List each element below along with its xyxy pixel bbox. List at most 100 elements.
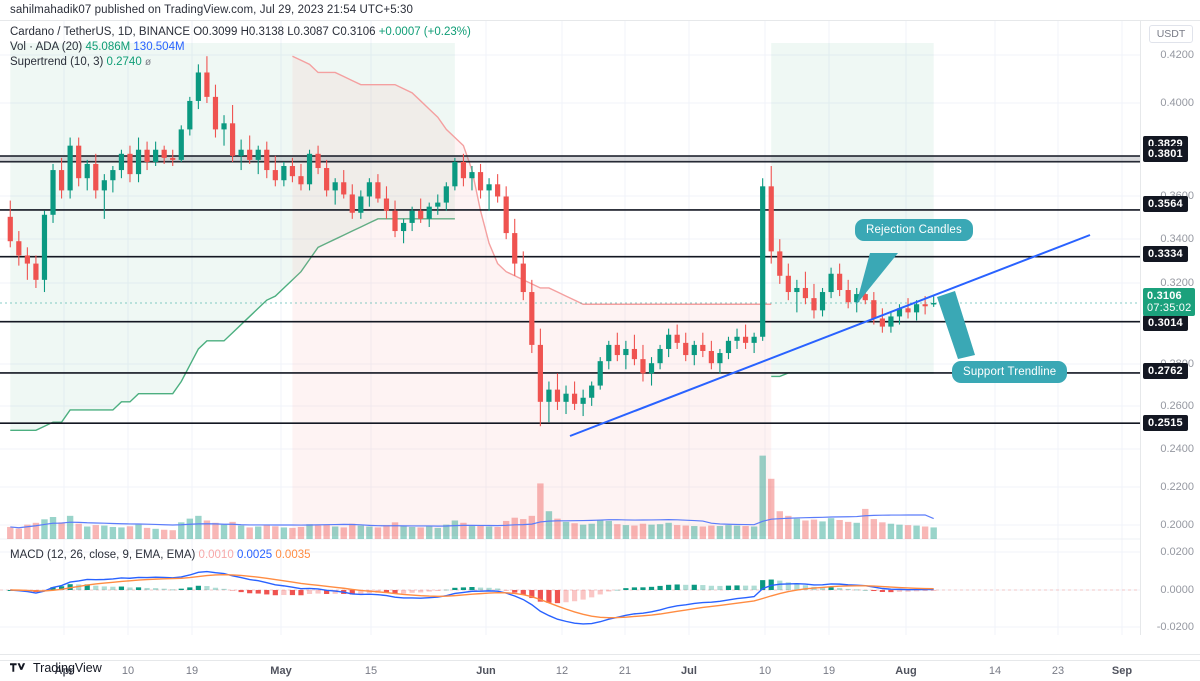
macd-histogram [7,579,937,604]
volume-bar [682,525,689,539]
price-tick: 0.0000 [1160,584,1194,596]
volume-bar [417,527,424,539]
macd-histogram-bar [306,590,313,594]
macd-histogram-bar [520,590,526,595]
candle-body [324,168,330,191]
volume-bar [588,523,595,539]
macd-signal-line [10,573,934,619]
candle-body [563,393,569,402]
volume-bar [554,518,561,539]
volume-bar [263,525,270,539]
volume-bar [537,483,544,539]
macd-histogram-bar [571,590,578,602]
annotation-rejection-candles[interactable]: Rejection Candles [855,219,973,241]
candle-body [7,216,13,242]
volume-bar [819,521,826,539]
price-level-badge[interactable]: 0.2762 [1143,363,1188,379]
macd-histogram-bar [700,585,706,590]
live-price-value: 0.3106 [1147,290,1182,302]
volume-bar [810,519,818,539]
time-tick: Aug [895,665,917,677]
macd-histogram-bar [828,587,834,590]
live-price-badge[interactable]: 0.3106 07:35:02 [1143,288,1196,316]
volume-bar [255,526,262,539]
volume-bar [725,525,732,539]
candle-body [777,251,783,276]
volume-bar [802,520,809,539]
candle-body [315,153,321,169]
volume-bar [836,520,843,539]
volume-bar [571,523,578,539]
volume-bar [708,525,715,539]
candle-body [58,170,65,191]
macd-histogram-bar [845,588,851,590]
macd-histogram-bar [460,587,467,590]
candle-body [708,350,714,364]
macd-histogram-bar [674,584,680,590]
support-callout-arrow [937,291,975,359]
plot-area[interactable] [0,21,1140,635]
candle-body [383,198,390,211]
candle-body [640,359,646,374]
price-level-badge[interactable]: 0.3801 [1143,146,1188,162]
volume-bar [639,523,647,539]
price-axis[interactable]: USDT 0.42000.40000.36000.34000.32000.280… [1140,21,1200,635]
macd-histogram-bar [657,585,663,590]
macd-histogram-bar [529,590,535,599]
volume-bar [41,519,48,539]
price-level-badge[interactable]: 0.2515 [1143,415,1188,431]
candle-body [529,292,535,345]
macd-histogram-bar [170,589,176,591]
bar-countdown: 07:35:02 [1147,302,1192,314]
volume-bar [101,525,108,539]
candle-body [580,397,586,404]
price-range-band [0,156,1140,162]
candle-body [460,161,467,179]
annotation-support-trendline[interactable]: Support Trendline [952,361,1068,383]
time-axis[interactable]: Apr 10 19 May 15 Jun 12 21 Jul 10 19 Aug 14 23 Sep [0,660,1200,681]
macd-histogram-bar [503,590,509,591]
supertrend-bull-line-2 [771,372,934,378]
volume-bar [434,527,441,539]
price-tick: 0.3200 [1160,277,1194,289]
volume-bar [169,530,176,539]
candle-body [854,294,860,303]
macd-histogram-bar [597,590,603,595]
macd-histogram-bar [725,585,732,590]
price-level-badge[interactable]: 0.3014 [1143,315,1188,331]
price-level-badge[interactable]: 0.3564 [1143,196,1188,212]
candle-body [358,196,364,213]
macd-histogram-bar [84,584,90,590]
macd-histogram-bar [409,590,415,593]
volume-bar [212,522,219,539]
volume-bar [400,525,407,539]
volume-bar [237,525,245,539]
volume-bar [605,520,612,539]
candle-body [67,145,73,191]
macd-histogram-bar [512,590,518,593]
candle-body [760,186,766,337]
macd-histogram-bar [606,590,612,592]
price-level-badge[interactable]: 0.3334 [1143,246,1188,262]
candle-body [888,316,894,327]
macd-histogram-bar [486,587,492,590]
candle-body [375,182,381,199]
volume-bar [597,520,604,539]
candle-body [922,304,928,307]
macd-histogram-bar [871,590,877,592]
macd-histogram-bar [281,590,287,596]
candle-body [674,334,680,343]
time-tick: 19 [185,665,199,677]
volume-bar [477,525,484,539]
currency-chip[interactable]: USDT [1149,25,1193,43]
candle-body [811,298,817,311]
macd-histogram-bar [118,586,125,590]
price-tick: 0.2200 [1160,481,1194,493]
volume-bar [323,524,330,539]
macd-histogram-bar [264,590,270,595]
volume-bar [827,518,835,539]
candle-body [571,393,578,404]
macd-histogram-bar [537,590,543,602]
candle-body [768,186,774,252]
